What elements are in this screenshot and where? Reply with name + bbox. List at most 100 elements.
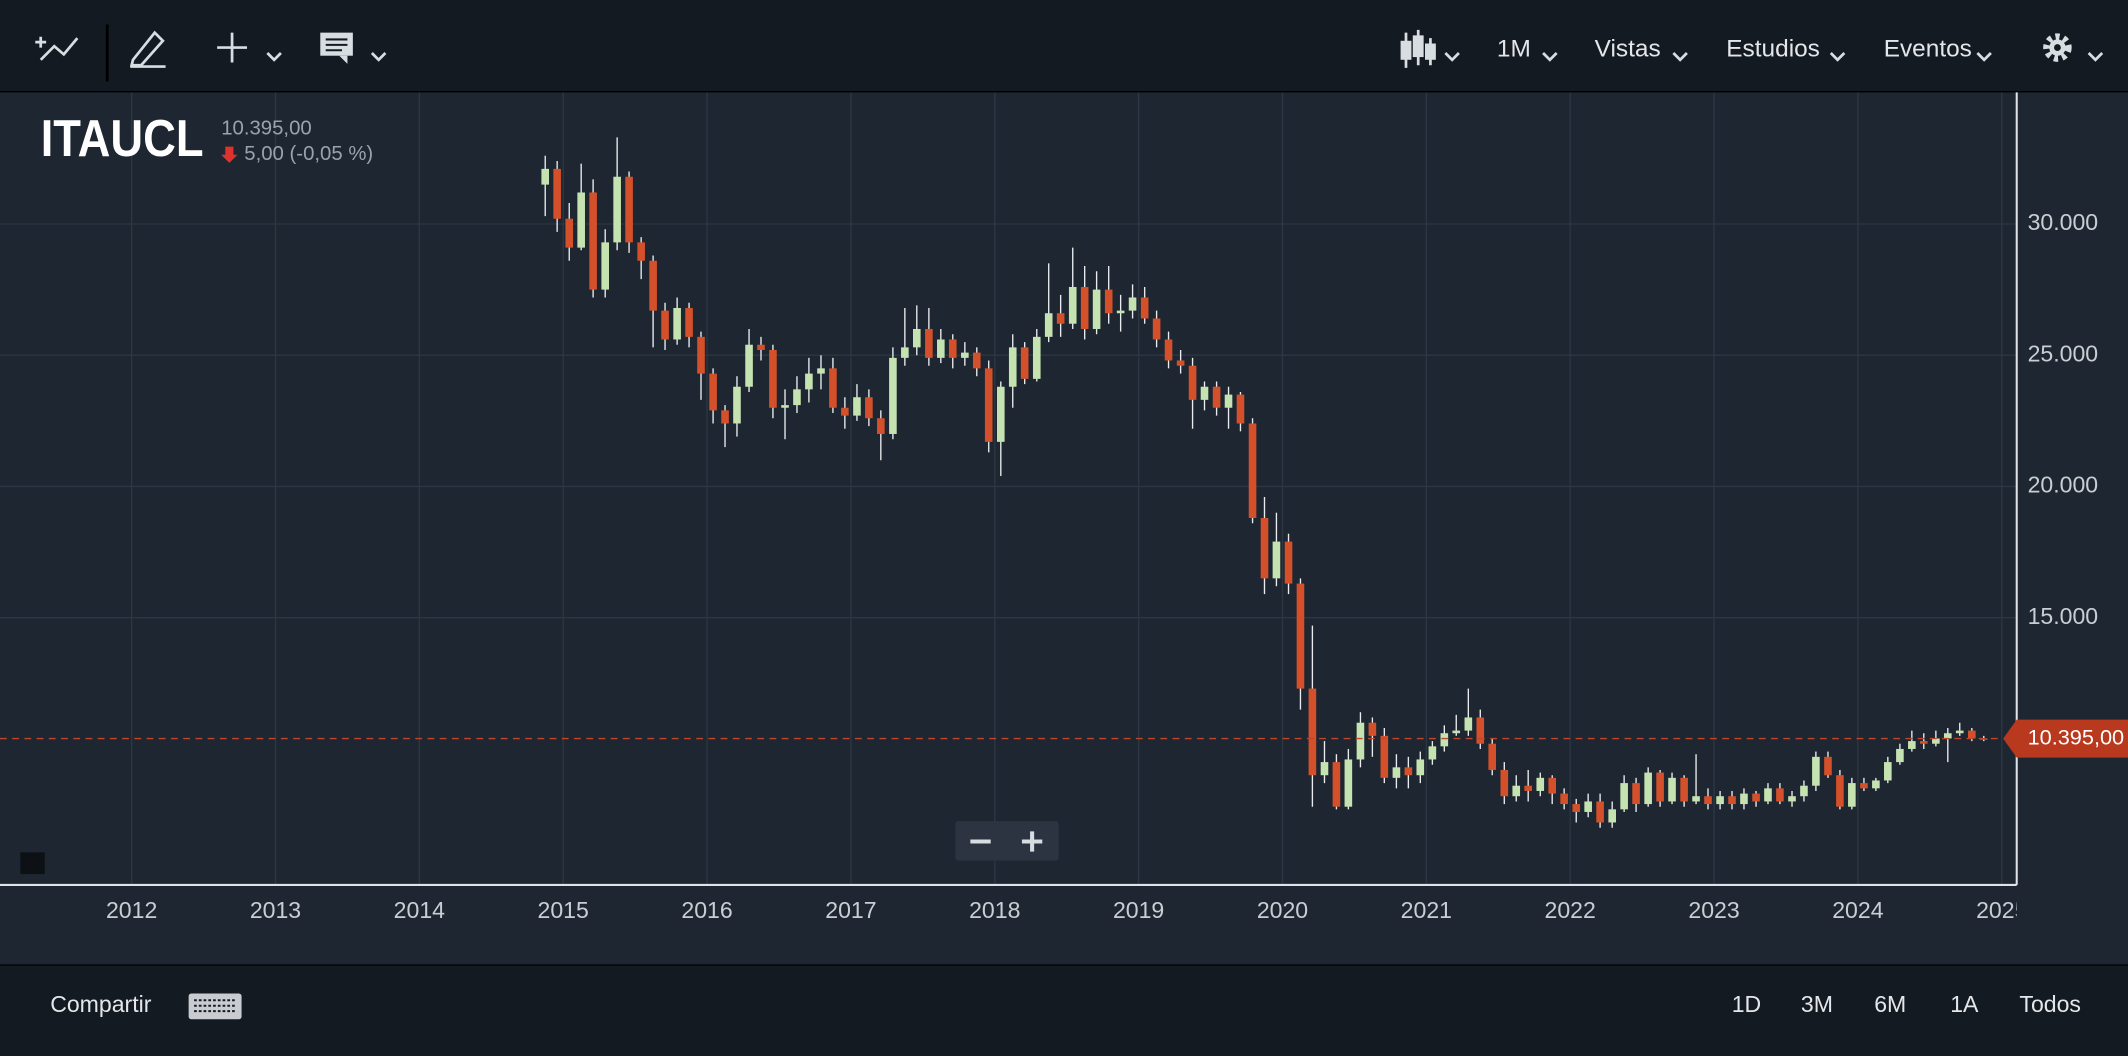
candle-body — [1200, 386, 1209, 400]
candle-body — [1896, 748, 1904, 763]
y-tick-label: 25.000 — [2028, 340, 2099, 366]
candle-body — [1116, 310, 1125, 314]
views-menu[interactable]: Vistas — [1595, 36, 1688, 63]
candle-body — [1488, 743, 1497, 770]
interval-button[interactable]: 1M — [1497, 36, 1558, 63]
grid — [0, 92, 2017, 885]
candle-body — [972, 352, 981, 369]
events-menu[interactable]: Eventos — [1884, 36, 1992, 63]
candle-body — [1680, 777, 1688, 802]
chart-type-button[interactable] — [1400, 29, 1460, 68]
menu-label: Estudios — [1726, 36, 1820, 63]
range-buttons: 1D 3M 6M 1A Todos — [1732, 991, 2081, 1017]
candle-body — [829, 368, 837, 408]
candle-body — [1236, 394, 1245, 424]
menu-label: Vistas — [1595, 36, 1661, 63]
y-axis: 15.000 20.000 25.000 30.000 — [2028, 209, 2099, 629]
candle-body — [1512, 785, 1521, 797]
candle-body — [565, 218, 574, 248]
keyboard-button[interactable] — [188, 993, 242, 1020]
candle-body — [817, 368, 825, 374]
candle-body — [853, 397, 861, 416]
candle-body — [769, 349, 777, 408]
settings-button[interactable] — [2043, 33, 2104, 62]
candle-body — [1464, 717, 1473, 731]
candle-body — [1428, 746, 1437, 760]
candle-body — [865, 397, 873, 419]
range-button[interactable]: 3M — [1801, 991, 1833, 1017]
candle-body — [661, 310, 669, 340]
candle-body — [1320, 762, 1329, 776]
trend-tool[interactable] — [35, 36, 79, 61]
x-tick-label: 2013 — [250, 897, 301, 923]
candle-body — [1008, 347, 1017, 387]
x-tick-label: 2019 — [1113, 897, 1164, 923]
candle-body — [697, 336, 705, 374]
candle-body — [1176, 360, 1185, 366]
last-price-tag — [2003, 719, 2128, 758]
candle-body — [1164, 339, 1173, 361]
draw-tool[interactable] — [129, 30, 166, 68]
studies-menu[interactable]: Estudios — [1726, 36, 1846, 63]
candle-body — [1224, 394, 1233, 408]
candle-body — [1716, 796, 1724, 805]
candle-body — [1800, 785, 1808, 797]
range-button[interactable]: Todos — [2019, 991, 2081, 1017]
range-button[interactable]: 1A — [1950, 991, 1979, 1017]
candle-body — [1919, 741, 1928, 744]
candle-body — [601, 242, 610, 290]
crosshair-tool[interactable] — [217, 32, 282, 63]
candle-body — [613, 176, 621, 243]
range-button[interactable]: 1D — [1732, 991, 1761, 1017]
candle-body — [637, 242, 645, 261]
candle-body — [1068, 286, 1077, 324]
candle-body — [1704, 796, 1712, 805]
candle-body — [1440, 733, 1449, 747]
y-tick-label: 15.000 — [2028, 603, 2099, 629]
candle-body — [805, 373, 813, 390]
candle-body — [1356, 722, 1365, 760]
candle-body — [1296, 583, 1305, 689]
candle-body — [1836, 775, 1844, 807]
x-axis: 2012 2013 2014 2015 2016 2017 2018 2019 2020 2021… — [106, 897, 2017, 923]
candle-body — [1248, 423, 1257, 518]
candle-body — [649, 260, 657, 311]
range-button[interactable]: 6M — [1874, 991, 1906, 1017]
candle-body — [1344, 759, 1353, 807]
candle-body — [1872, 780, 1880, 789]
candle-body — [1416, 759, 1425, 776]
x-tick-label: 2012 — [106, 897, 157, 923]
annotation-tool[interactable] — [320, 32, 387, 64]
candle-body — [1860, 783, 1868, 789]
x-tick-label: 2014 — [394, 897, 445, 923]
share-button[interactable]: Compartir — [50, 991, 152, 1017]
candle-body — [1728, 796, 1736, 805]
candle-body — [1272, 541, 1281, 579]
candle-body — [1500, 769, 1509, 797]
candle-body — [1212, 386, 1221, 408]
candle-body — [1260, 517, 1269, 579]
candle-body — [1692, 796, 1700, 802]
candle-body — [1596, 801, 1604, 823]
candle-body — [1128, 297, 1137, 311]
x-tick-label: 2016 — [681, 897, 732, 923]
candle-body — [1788, 796, 1796, 802]
x-tick-label: 2022 — [1545, 897, 1596, 923]
x-tick-label: 2018 — [969, 897, 1020, 923]
candle-body — [1884, 762, 1892, 781]
zoom-in[interactable] — [1021, 831, 1043, 852]
down-arrow — [221, 146, 238, 163]
candles — [541, 137, 1988, 828]
x-tick-label: 2024 — [1832, 897, 1883, 923]
legend-toggle[interactable] — [20, 852, 45, 875]
candle-body — [1056, 313, 1065, 324]
candle-body — [1740, 793, 1748, 805]
candle-body — [1620, 783, 1628, 810]
candle-body — [1668, 777, 1676, 802]
candle-body — [1932, 738, 1940, 744]
candle-body — [1080, 286, 1089, 329]
candle-body — [1848, 783, 1856, 807]
y-tick-label: 20.000 — [2028, 472, 2099, 498]
